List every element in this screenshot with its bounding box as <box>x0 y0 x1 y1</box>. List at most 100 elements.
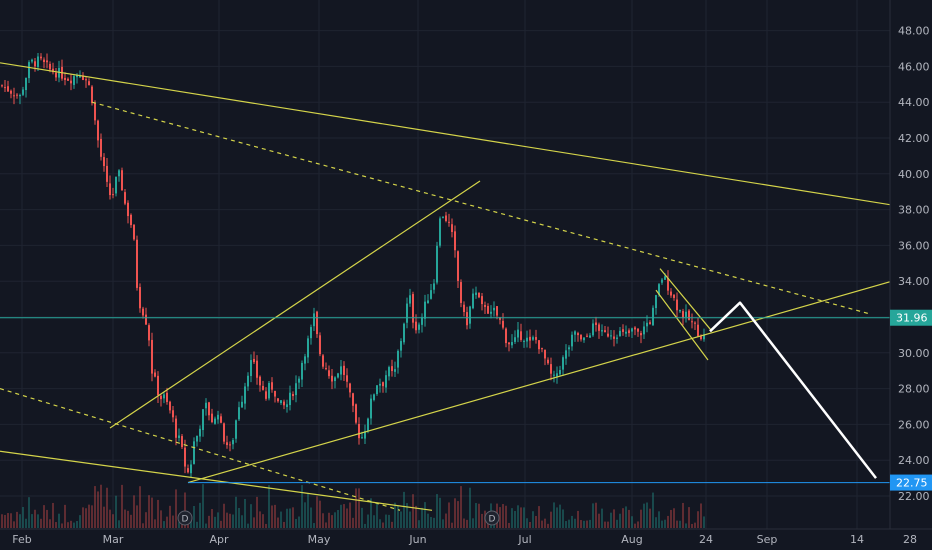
price-axis-tick: 40.00 <box>898 168 930 181</box>
candle-body <box>121 170 123 191</box>
volume-bar <box>412 494 414 528</box>
volume-bar <box>178 522 180 528</box>
dividend-marker[interactable]: D <box>177 510 193 526</box>
volume-bar <box>34 509 36 528</box>
candle-body <box>133 224 135 240</box>
volume-bar <box>208 515 210 528</box>
candle-body <box>367 418 369 431</box>
candle-body <box>556 373 558 377</box>
price-tag: 31.96 <box>890 309 932 326</box>
candle-body <box>694 322 696 324</box>
volume-bar <box>475 503 477 528</box>
candle-body <box>553 374 555 376</box>
volume-bar <box>703 516 705 528</box>
volume-bar <box>190 519 192 528</box>
time-axis-tick: Mar <box>103 533 124 546</box>
volume-bar <box>313 523 315 528</box>
candle-body <box>304 356 306 364</box>
volume-bar <box>622 508 624 528</box>
trendline <box>655 289 709 361</box>
candle-body <box>202 409 204 431</box>
projection-arrow <box>709 301 877 479</box>
candle-body <box>175 418 177 438</box>
candles <box>1 52 705 478</box>
volume-bar <box>697 511 699 528</box>
volume-bar <box>181 522 183 528</box>
volume-bar <box>655 517 657 528</box>
volume-bar <box>271 505 273 528</box>
trendline <box>187 280 893 484</box>
candle-body <box>205 402 207 409</box>
candle-body <box>316 311 318 335</box>
candle-body <box>520 331 522 340</box>
candle-body <box>343 365 345 375</box>
candle-body <box>118 170 120 177</box>
volume-bar <box>454 498 456 528</box>
volume-bar <box>232 514 234 528</box>
price-axis-panel[interactable] <box>890 0 932 550</box>
candle-body <box>610 335 612 337</box>
volume-bar <box>613 509 615 528</box>
volume-bar <box>214 516 216 528</box>
candle-body <box>418 324 420 330</box>
volume-bar <box>379 519 381 528</box>
volume-bar <box>499 507 501 528</box>
volume-bar <box>664 519 666 528</box>
dividend-marker-circle <box>484 510 500 526</box>
volume-bar <box>604 521 606 528</box>
volume-bar <box>364 523 366 528</box>
candle-body <box>262 385 264 390</box>
candle-body <box>628 330 630 334</box>
price-axis-tick: 34.00 <box>898 275 930 288</box>
candle-body <box>448 221 450 223</box>
candle-body <box>469 306 471 324</box>
candle-body <box>532 337 534 340</box>
volume-bar <box>64 504 66 528</box>
price-axis-tick: 44.00 <box>898 96 930 109</box>
candle-body <box>355 404 357 423</box>
candle-body <box>622 329 624 332</box>
candle-body <box>217 414 219 420</box>
volume-bar <box>19 514 21 528</box>
time-axis-tick: Sep <box>757 533 778 546</box>
volume-bar <box>145 512 147 528</box>
candle-body <box>190 464 192 474</box>
time-axis-tick: Feb <box>12 533 31 546</box>
trendline-dashed <box>91 101 869 314</box>
volume-bar <box>436 494 438 528</box>
price-axis-tick: 38.00 <box>898 204 930 217</box>
candle-body <box>439 218 441 246</box>
volume-bar <box>55 522 57 528</box>
volume-bar <box>367 514 369 528</box>
volume-bar <box>661 520 663 528</box>
candle-body <box>331 375 333 382</box>
candle-body <box>289 392 291 406</box>
candle-body <box>352 393 354 406</box>
price-tag: 22.75 <box>890 474 932 491</box>
volume-bar <box>415 505 417 528</box>
price-axis-tick: 30.00 <box>898 347 930 360</box>
volume-bar <box>685 523 687 528</box>
candle-body <box>472 293 474 309</box>
volume-bar <box>94 486 96 528</box>
candle-body <box>523 340 525 342</box>
candle-body <box>43 59 45 62</box>
candle-body <box>508 342 510 345</box>
time-axis-tick: 28 <box>903 533 917 546</box>
price-tag-label: 31.96 <box>896 312 928 325</box>
candle-body <box>283 401 285 406</box>
candle-body <box>703 334 705 340</box>
candle-body <box>235 420 237 439</box>
candle-body <box>664 276 666 280</box>
candle-body <box>232 440 234 445</box>
volume-bar <box>469 487 471 528</box>
candle-body <box>502 320 504 328</box>
time-axis-panel[interactable] <box>0 529 932 550</box>
volume-bar <box>247 523 249 528</box>
volume-bar <box>157 499 159 528</box>
volume-bar <box>106 487 108 528</box>
dividend-marker[interactable]: D <box>484 510 500 526</box>
candle-body <box>301 362 303 380</box>
